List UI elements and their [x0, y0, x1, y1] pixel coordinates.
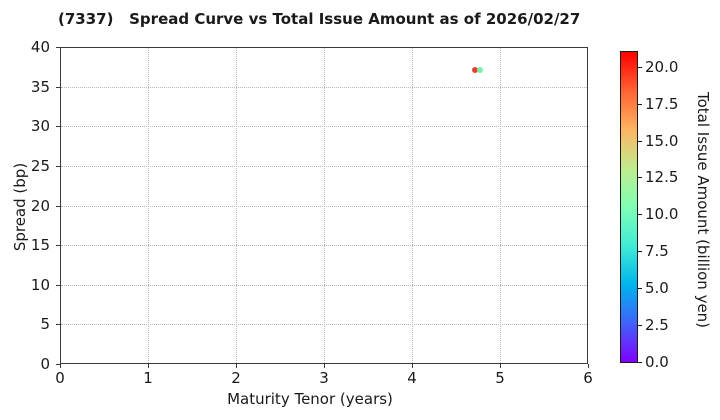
- y-tick-label: 10: [30, 275, 50, 294]
- gridline-horizontal: [61, 86, 587, 88]
- colorbar-tick-mark: [638, 288, 642, 290]
- colorbar-label: Total Issue Amount (billion yen): [694, 91, 712, 329]
- y-tick-label: 5: [40, 315, 50, 334]
- colorbar-tick-label: 5.0: [645, 279, 669, 298]
- gridline-horizontal: [61, 245, 587, 247]
- colorbar-tick-label: 12.5: [645, 168, 679, 187]
- y-tick-label: 15: [30, 236, 50, 255]
- y-tick-label: 20: [30, 196, 50, 215]
- colorbar-tick-mark: [638, 140, 642, 142]
- y-tick-label: 35: [30, 77, 50, 96]
- colorbar-tick-label: 10.0: [645, 205, 679, 224]
- colorbar-tick-label: 15.0: [645, 131, 679, 150]
- y-tick-mark: [56, 47, 60, 48]
- y-tick-mark: [56, 86, 60, 88]
- x-tick-label: 3: [319, 369, 329, 387]
- x-tick-label: 5: [495, 369, 505, 387]
- gridline-horizontal: [61, 126, 587, 128]
- gridline-horizontal: [61, 165, 587, 167]
- x-tick-mark: [324, 364, 325, 368]
- x-tick-label: 0: [55, 369, 65, 387]
- colorbar-tick-mark: [638, 325, 642, 327]
- x-tick-mark: [236, 364, 237, 368]
- y-tick-mark: [56, 126, 60, 128]
- colorbar-tick-label: 20.0: [645, 57, 679, 76]
- plot-area: [60, 47, 588, 364]
- x-tick-mark: [412, 364, 413, 368]
- x-tick-mark: [60, 364, 61, 368]
- y-tick-label: 30: [30, 117, 50, 136]
- y-tick-label: 0: [40, 355, 50, 373]
- colorbar-tick-label: 0.0: [645, 353, 669, 371]
- y-tick-mark: [56, 284, 60, 286]
- colorbar-tick-mark: [638, 103, 642, 105]
- x-tick-label: 6: [583, 369, 593, 387]
- gridline-horizontal: [61, 205, 587, 207]
- y-tick-label: 25: [30, 156, 50, 175]
- x-tick-label: 4: [407, 369, 417, 387]
- y-tick-mark: [56, 364, 60, 365]
- x-tick-label: 2: [231, 369, 241, 387]
- gridline-horizontal: [61, 284, 587, 286]
- x-tick-label: 1: [143, 369, 153, 387]
- x-tick-mark: [500, 364, 501, 368]
- chart-title: (7337) Spread Curve vs Total Issue Amoun…: [58, 10, 581, 28]
- gridline-horizontal: [61, 324, 587, 326]
- y-tick-mark: [56, 324, 60, 326]
- colorbar-tick-mark: [638, 177, 642, 179]
- y-tick-mark: [56, 205, 60, 207]
- colorbar-tick-label: 17.5: [645, 94, 679, 113]
- colorbar: [620, 51, 638, 363]
- colorbar-tick-mark: [638, 251, 642, 253]
- x-tick-mark: [588, 364, 589, 368]
- x-tick-mark: [148, 364, 149, 368]
- colorbar-tick-mark: [638, 214, 642, 216]
- y-tick-mark: [56, 165, 60, 167]
- colorbar-tick-mark: [638, 66, 642, 68]
- colorbar-tick-label: 2.5: [645, 316, 669, 335]
- y-tick-mark: [56, 245, 60, 247]
- data-point: [472, 66, 479, 73]
- y-tick-label: 40: [30, 38, 50, 56]
- x-axis-label: Maturity Tenor (years): [227, 390, 393, 408]
- data-point: [476, 66, 483, 73]
- colorbar-tick-mark: [638, 362, 642, 363]
- colorbar-tick-label: 7.5: [645, 242, 669, 261]
